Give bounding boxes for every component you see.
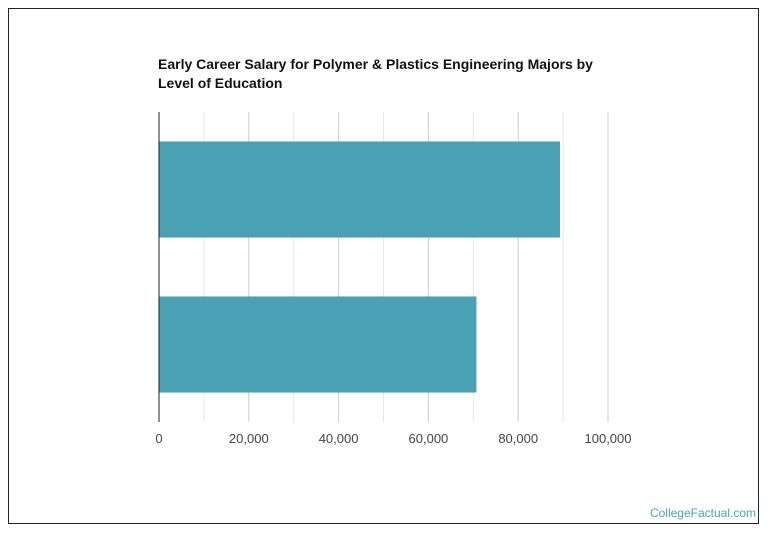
chart-title: Early Career Salary for Polymer & Plasti… bbox=[158, 56, 593, 91]
x-tick-label: 60,000 bbox=[409, 431, 449, 446]
x-tick-label: 80,000 bbox=[498, 431, 538, 446]
bar-bachelor-s[interactable] bbox=[159, 141, 560, 238]
x-tick-label: 40,000 bbox=[319, 431, 359, 446]
bars bbox=[159, 141, 560, 393]
bar-master-s[interactable] bbox=[159, 296, 477, 393]
x-tick-label: 100,000 bbox=[585, 431, 632, 446]
x-tick-label: 0 bbox=[155, 431, 162, 446]
x-tick-labels: 0 20,000 40,000 60,000 80,000 100,000 bbox=[155, 431, 631, 446]
source-credit[interactable]: CollegeFactual.com bbox=[649, 506, 756, 520]
x-tick-label: 20,000 bbox=[229, 431, 269, 446]
